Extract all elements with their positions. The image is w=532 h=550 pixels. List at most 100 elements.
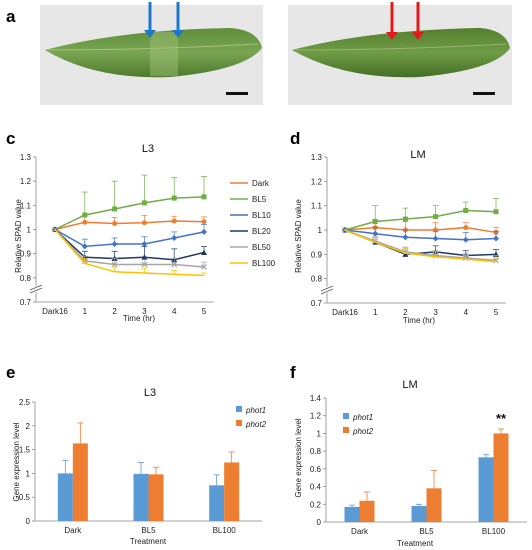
- bar-f-phot1-BL100: [478, 457, 494, 522]
- y-tick-label-c-4: 1.1: [20, 201, 32, 210]
- bar-f-phot1-Dark: [344, 506, 360, 522]
- x-axis-label-e: Treatment: [130, 537, 167, 546]
- arrow-markers-a: [144, 2, 184, 38]
- panel-label-d: d: [290, 129, 300, 148]
- data-point-d-BL10-2: [402, 234, 409, 241]
- chart-title-d: LM: [410, 149, 425, 161]
- bar-f-phot2-Dark: [359, 500, 375, 522]
- data-point-c-Dark-4: [171, 218, 177, 224]
- legend-swatch-e-phot1: [236, 406, 242, 412]
- data-point-c-BL50-4: [171, 261, 178, 268]
- x-tick-label-f-1: BL5: [419, 527, 434, 536]
- y-tick-label-c-5: 1.2: [20, 177, 32, 186]
- x-axis-label-c: Time (hr): [123, 314, 155, 323]
- data-point-c-BL50-2: [111, 261, 118, 268]
- axis-break-gap-c: [30, 286, 42, 292]
- data-point-c-Dark-3: [141, 220, 147, 226]
- data-point-c-BL5-2: [112, 206, 118, 212]
- legend-label-e-phot1: phot1: [245, 406, 266, 415]
- data-point-d-BL20-2: [402, 251, 409, 257]
- y-tick-label-f-6: 1.2: [310, 412, 322, 421]
- legend-swatch-f-phot1: [343, 413, 349, 419]
- y-tick-label-c-2: 0.9: [20, 250, 32, 259]
- bar-e-phot2-Dark: [72, 443, 88, 521]
- series-line-c-BL20: [54, 228, 205, 261]
- x-tick-label-c-4: 4: [172, 307, 177, 316]
- data-point-d-BL5-5: [493, 209, 499, 215]
- axis-break-mark-d-1: [320, 288, 334, 295]
- axis-break-mark-d-0: [320, 285, 334, 292]
- y-tick-label-c-1: 0.8: [20, 274, 32, 283]
- y-tick-label-f-3: 0.6: [310, 465, 322, 474]
- y-tick-label-e-4: 2: [26, 422, 31, 431]
- bar-e-phot2-BL5: [148, 474, 164, 521]
- bar-f-phot1-BL5: [411, 506, 427, 522]
- legend-label-c-BL5: BL5: [252, 195, 267, 204]
- series-line-d-BL10: [344, 229, 497, 241]
- legend-label-f-phot2: phot2: [352, 427, 374, 436]
- data-point-c-Dark-5: [201, 219, 207, 225]
- series-line-d-Dark: [344, 226, 497, 234]
- x-tick-label-c-3: 3: [142, 307, 147, 316]
- y-tick-label-e-2: 1: [26, 469, 31, 478]
- arrow-a-1-head: [172, 30, 184, 38]
- axis-break-mark-c-1: [29, 287, 43, 294]
- x-axis-label-f: Treatment: [397, 539, 434, 548]
- series-line-c-Dark: [54, 220, 205, 231]
- y-tick-label-d-6: 1.3: [311, 153, 323, 162]
- y-tick-label-d-4: 1.1: [311, 202, 323, 211]
- bar-chart-e: 0 0.5 1 1.5 2 2.5 Dark BL5 BL100 phot1 phot2: [19, 398, 267, 535]
- x-axis-label-d: Time (hr): [403, 316, 435, 325]
- data-point-c-BL5-1: [82, 212, 88, 218]
- data-point-d-BL10-1: [372, 230, 379, 237]
- data-point-d-BL5-4: [463, 208, 469, 214]
- data-point-c-BL5-5: [201, 194, 207, 200]
- bar-e-phot1-Dark: [57, 473, 73, 521]
- data-point-d-BL5-3: [433, 214, 439, 220]
- leaf-photo-b: [288, 5, 512, 105]
- x-tick-label-f-2: BL100: [482, 527, 506, 536]
- x-tick-label-e-1: BL5: [141, 526, 156, 535]
- data-point-d-Dark-4: [463, 225, 469, 231]
- data-point-c-BL5-4: [171, 195, 177, 201]
- legend-swatch-e-phot2: [236, 420, 242, 426]
- data-point-c-BL10-1: [81, 243, 88, 250]
- data-point-c-Dark-1: [82, 219, 88, 225]
- panel-label-a: a: [6, 7, 16, 26]
- arrow-markers-b: [386, 2, 424, 40]
- axis-break-mark-c-0: [29, 284, 43, 291]
- legend-label-c-BL10: BL10: [252, 211, 271, 220]
- data-point-c-BL20-5: [201, 249, 207, 255]
- y-tick-label-c-0: 0.7: [20, 298, 32, 307]
- data-point-c-Dark-2: [112, 220, 118, 226]
- panel-label-c: c: [6, 129, 15, 148]
- x-tick-label-d-1: 1: [373, 308, 378, 317]
- axis-break-gap-d: [321, 287, 333, 293]
- x-tick-label-f-0: Dark: [351, 527, 369, 536]
- chart-title-f: LM: [402, 379, 417, 391]
- data-point-d-BL5-1: [372, 218, 378, 224]
- y-tick-label-d-1: 0.8: [311, 275, 323, 284]
- y-axis-label-d: Relative SPAD value: [294, 199, 303, 273]
- line-chart-d: 0.7 0.8 0.9 1 1.1 1.2 1.3 Dark16 1 2 3 4 5: [311, 153, 506, 317]
- data-point-d-BL10-3: [432, 235, 439, 242]
- panel-label-f: f: [290, 363, 296, 382]
- bar-e-phot1-BL5: [133, 473, 149, 521]
- y-tick-label-d-3: 1: [318, 226, 323, 235]
- data-point-c-BL10-2: [111, 241, 118, 247]
- y-tick-label-d-5: 1.2: [311, 177, 323, 186]
- chart-title-c: L3: [142, 143, 154, 155]
- y-tick-label-e-5: 2.5: [19, 398, 31, 407]
- y-tick-label-f-4: 0.8: [310, 447, 322, 456]
- y-tick-label-f-2: 0.4: [310, 483, 322, 492]
- y-tick-label-e-3: 1.5: [19, 446, 31, 455]
- series-line-d-BL5: [344, 209, 497, 231]
- series-line-d-BL100: [344, 229, 497, 263]
- x-tick-label-e-2: BL100: [213, 526, 237, 535]
- data-point-c-BL50-5: [201, 264, 207, 270]
- arrow-b-1-head: [412, 32, 424, 40]
- panel-label-e: e: [6, 363, 15, 382]
- series-line-c-BL50: [54, 228, 205, 268]
- y-tick-label-f-1: 0.2: [310, 500, 322, 509]
